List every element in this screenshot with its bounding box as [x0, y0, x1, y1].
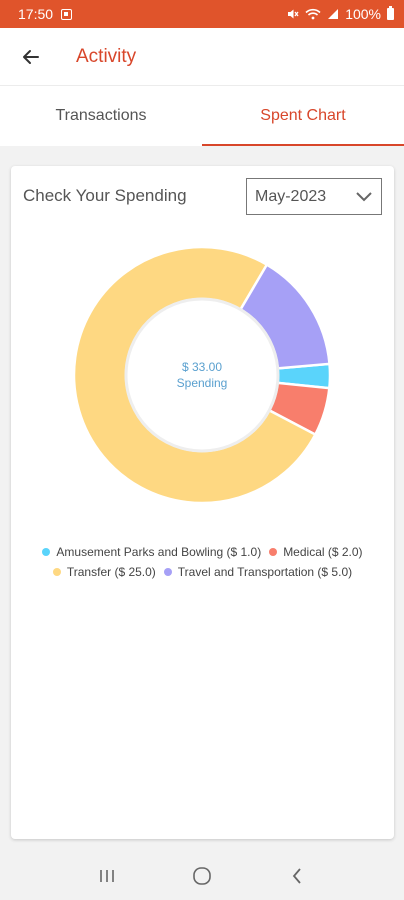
- arrow-left-icon: [23, 49, 39, 64]
- status-bar: 17:50 100%: [0, 0, 404, 28]
- month-value: May-2023: [255, 187, 327, 205]
- legend-dot: [163, 568, 172, 576]
- chart-legend: Amusement Parks and Bowling ($ 1.0) Medi…: [11, 542, 394, 582]
- legend-dot: [42, 548, 51, 556]
- legend-label: Transfer ($ 25.0): [66, 565, 156, 579]
- tab-spent-chart[interactable]: Spent Chart: [202, 86, 404, 146]
- legend-item-amusement: Amusement Parks and Bowling ($ 1.0): [42, 545, 261, 559]
- mute-icon: [288, 9, 299, 19]
- tab-transactions[interactable]: Transactions: [55, 107, 147, 124]
- donut-inner-ring: [124, 297, 280, 453]
- donut-chart: [72, 245, 332, 505]
- back-button[interactable]: [0, 28, 62, 86]
- legend-dot: [269, 548, 278, 556]
- legend-label: Travel and Transportation ($ 5.0): [177, 565, 353, 579]
- legend-item-transfer: Transfer ($ 25.0): [52, 565, 156, 579]
- home-button[interactable]: [182, 856, 222, 896]
- month-dropdown[interactable]: May-2023: [246, 178, 382, 215]
- total-spending-amount: $ 33.00: [181, 360, 223, 374]
- spending-card: Check Your Spending May-2023 $ 33.00 Spe…: [11, 166, 394, 839]
- battery-icon: [387, 6, 394, 20]
- status-time: 17:50: [18, 6, 54, 22]
- card-title: Check Your Spending: [23, 186, 187, 205]
- page-title: Activity: [76, 45, 137, 67]
- legend-dot: [52, 568, 61, 576]
- total-spending-label: Spending: [176, 376, 228, 390]
- legend-item-medical: Medical ($ 2.0): [269, 545, 363, 559]
- chevron-down-icon: [356, 191, 372, 201]
- legend-label: Amusement Parks and Bowling ($ 1.0): [56, 545, 262, 559]
- chevron-left-icon: [292, 867, 301, 884]
- system-nav-bar: [0, 851, 404, 900]
- signal-icon: [328, 9, 339, 19]
- recent-apps-icon: [100, 869, 115, 882]
- legend-label: Medical ($ 2.0): [283, 545, 363, 559]
- legend-item-travel: Travel and Transportation ($ 5.0): [163, 565, 353, 579]
- wifi-icon: [305, 8, 321, 20]
- notification-icon: [61, 8, 73, 20]
- recent-apps-button[interactable]: [87, 856, 127, 896]
- nav-back-button[interactable]: [277, 856, 317, 896]
- tab-bar: Transactions Spent Chart: [0, 86, 404, 146]
- battery-percent: 100%: [345, 6, 381, 22]
- app-bar: Activity: [0, 28, 404, 86]
- home-circle-icon: [193, 866, 211, 885]
